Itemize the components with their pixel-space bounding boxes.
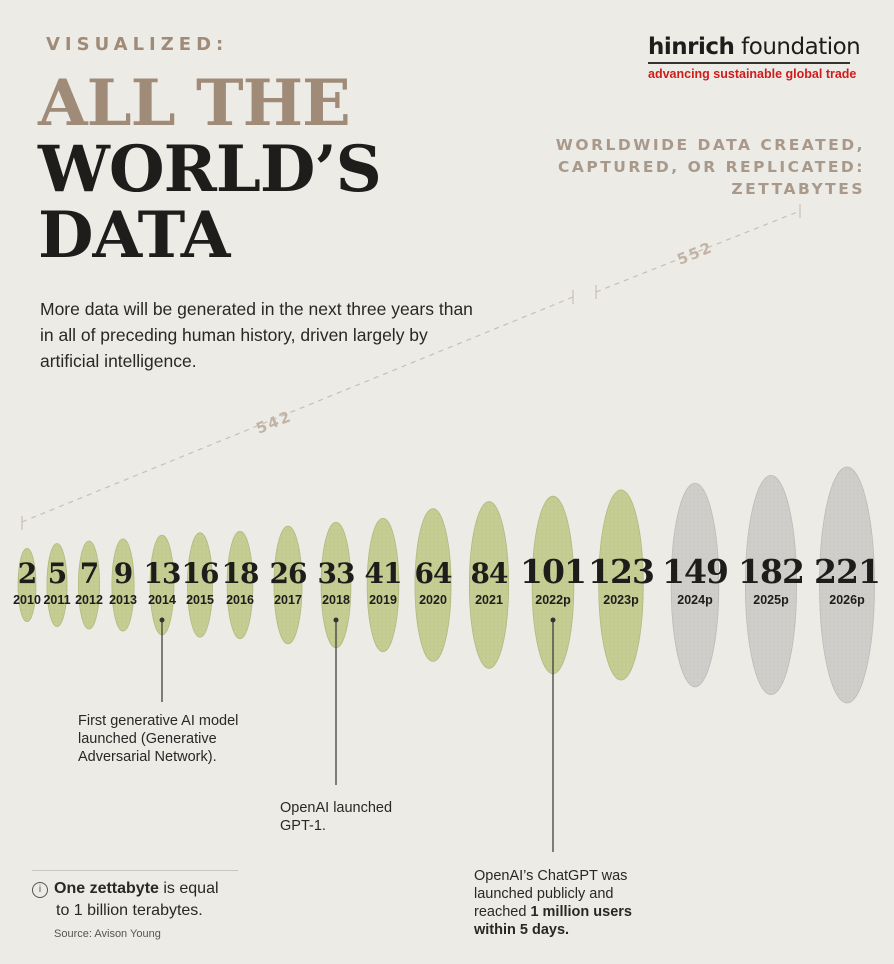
bar-texture-2023p: [598, 489, 644, 681]
brand-logo: hinrich foundation advancing sustainable…: [648, 34, 861, 81]
zettabyte-note: i One zettabyte is equal to 1 billion ter…: [32, 878, 262, 922]
value-label-2014: 13: [144, 557, 181, 590]
bar-texture-2025p: [745, 475, 797, 695]
bar-texture-2016: [227, 531, 253, 639]
bar-texture-2022p: [532, 496, 574, 674]
year-label-2013: 2013: [109, 593, 137, 607]
value-label-2012: 7: [80, 557, 98, 590]
year-label-2012: 2012: [75, 593, 103, 607]
year-label-2015: 2015: [186, 593, 214, 607]
year-label-2011: 2011: [43, 593, 70, 607]
year-label-2010: 2010: [13, 593, 41, 607]
source-text: Source: Avison Young: [54, 928, 161, 940]
value-label-2016: 18: [222, 557, 259, 590]
value-label-2024p: 149: [662, 552, 728, 591]
year-label-2022p: 2022p: [535, 593, 571, 607]
year-label-2019: 2019: [369, 593, 397, 607]
value-label-2015: 16: [182, 557, 219, 590]
value-label-2025p: 182: [738, 552, 804, 591]
bar-texture-2019: [367, 518, 399, 652]
year-label-2024p: 2024p: [677, 593, 713, 607]
value-label-2013: 9: [114, 557, 132, 590]
year-label-2017: 2017: [274, 593, 302, 607]
bar-texture-2020: [414, 508, 452, 662]
bar-texture-2018: [321, 522, 351, 648]
value-label-2020: 64: [415, 557, 452, 590]
intro-text: More data will be generated in the next …: [40, 299, 473, 371]
chart-title: WORLDWIDE DATA CREATED, CAPTURED, OR REP…: [555, 136, 865, 198]
bar-texture-2015: [187, 532, 213, 638]
value-label-2026p: 221: [814, 552, 880, 591]
year-label-2014: 2014: [148, 593, 176, 607]
year-label-2016: 2016: [226, 593, 254, 607]
kicker: VISUALIZED:: [46, 34, 229, 55]
brand-tagline: advancing sustainable global trade: [648, 66, 857, 81]
bar-texture-2024p: [671, 483, 719, 687]
title-line-1: ALL THE: [38, 66, 351, 141]
bar-texture-2012: [78, 540, 100, 630]
annotation-2022p: OpenAI’s ChatGPT was launched publicly an…: [473, 868, 632, 938]
note-divider: [32, 870, 238, 871]
year-label-2023p: 2023p: [603, 593, 639, 607]
bracket-label-552: 552: [674, 238, 715, 269]
bar-texture-2021: [469, 501, 509, 669]
title-line-3: DATA: [38, 198, 230, 273]
bracket-line-552: [595, 210, 801, 293]
year-label-2021: 2021: [475, 593, 503, 607]
year-label-2025p: 2025p: [753, 593, 789, 607]
value-label-2018: 33: [318, 557, 355, 590]
bar-texture-2011: [46, 543, 68, 627]
value-label-2022p: 101: [520, 552, 586, 591]
value-label-2011: 5: [48, 557, 66, 590]
annotation-2018: OpenAI launched GPT-1.: [280, 800, 392, 834]
bar-texture-2026p: [819, 467, 875, 703]
value-label-2017: 26: [270, 557, 307, 590]
bar-texture-2010: [18, 548, 36, 622]
year-label-2018: 2018: [322, 593, 350, 607]
year-label-2020: 2020: [419, 593, 447, 607]
value-label-2021: 84: [471, 557, 508, 590]
value-label-2019: 41: [365, 557, 402, 590]
bracket-line-542: [21, 296, 574, 523]
title-line-2: WORLD’S: [38, 132, 382, 207]
info-icon: i: [32, 882, 48, 898]
brand-rule: [648, 62, 850, 64]
bar-texture-2014: [150, 535, 174, 635]
value-label-2023p: 123: [588, 552, 654, 591]
bar-texture-2017: [273, 526, 303, 644]
brand-name: hinrich foundation: [648, 34, 861, 60]
bar-texture-2013: [111, 538, 135, 632]
annotation-2014: First generative AI model launched (Gener…: [78, 713, 238, 765]
value-label-2010: 2: [18, 557, 36, 590]
year-label-2026p: 2026p: [829, 593, 865, 607]
bracket-label-542: 542: [253, 407, 294, 438]
